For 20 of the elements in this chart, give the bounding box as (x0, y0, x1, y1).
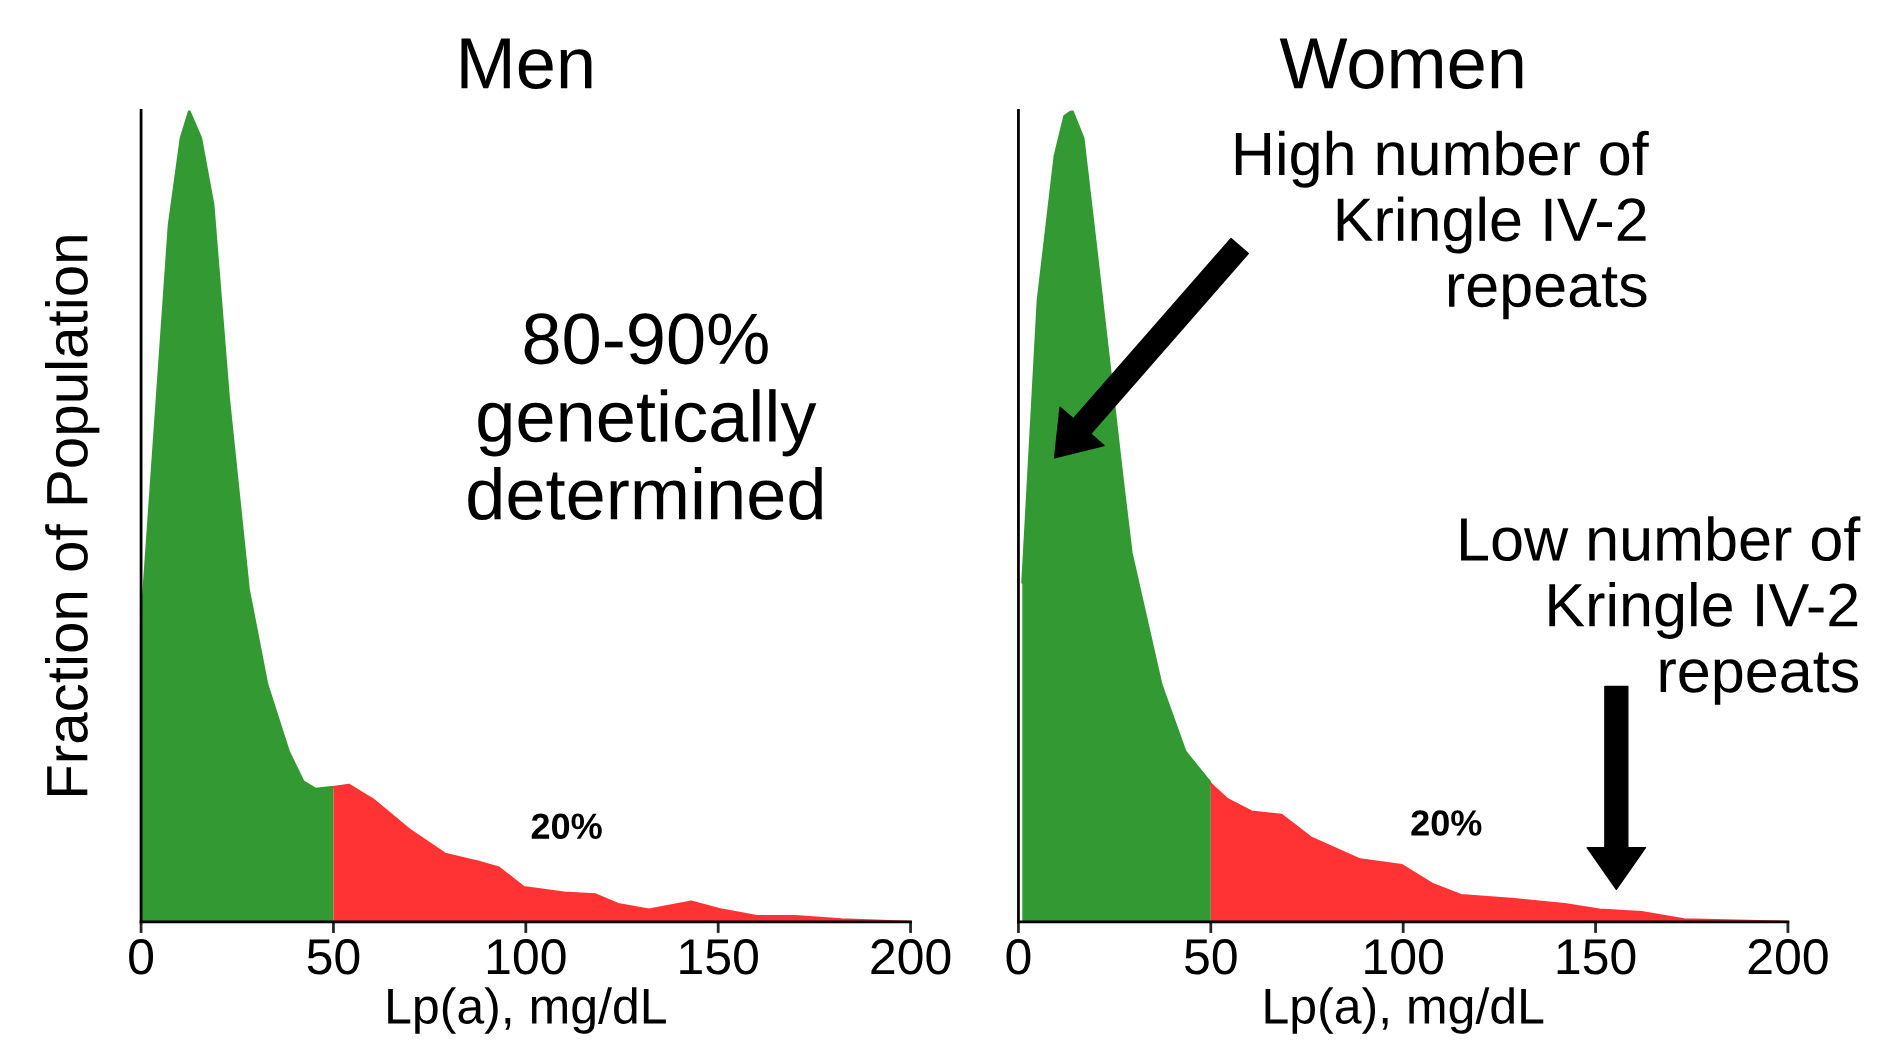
annotation: 20% (1411, 810, 1482, 836)
x-tick-label: 100 (487, 939, 566, 975)
x-tick-label: 100 (1365, 939, 1443, 975)
annotation: 20% (531, 813, 602, 840)
x-tick-label: 0 (1006, 939, 1031, 975)
x-tick-label: 50 (1185, 939, 1237, 975)
x-axis-title: Lp(a), mg/dL (1265, 987, 1544, 1034)
x-tick-label: 150 (1557, 939, 1636, 975)
x-tick-label: 200 (1748, 939, 1828, 975)
chart-title: Men (461, 38, 592, 89)
x-tick-label: 0 (129, 939, 154, 975)
y-axis-title: Fraction of Population (45, 236, 100, 796)
chart-title: Women (1279, 38, 1523, 89)
annotation: High number of Kringle IV-2 repeats (1235, 130, 1649, 320)
x-tick-label: 200 (871, 939, 951, 975)
annotation: 80-90% genetically determined (468, 313, 822, 520)
x-tick-label: 150 (680, 939, 758, 975)
annotation: Low number of Kringle IV-2 repeats (1461, 516, 1861, 705)
x-tick-label: 50 (307, 939, 360, 975)
x-axis-title: Lp(a), mg/dL (388, 987, 666, 1034)
